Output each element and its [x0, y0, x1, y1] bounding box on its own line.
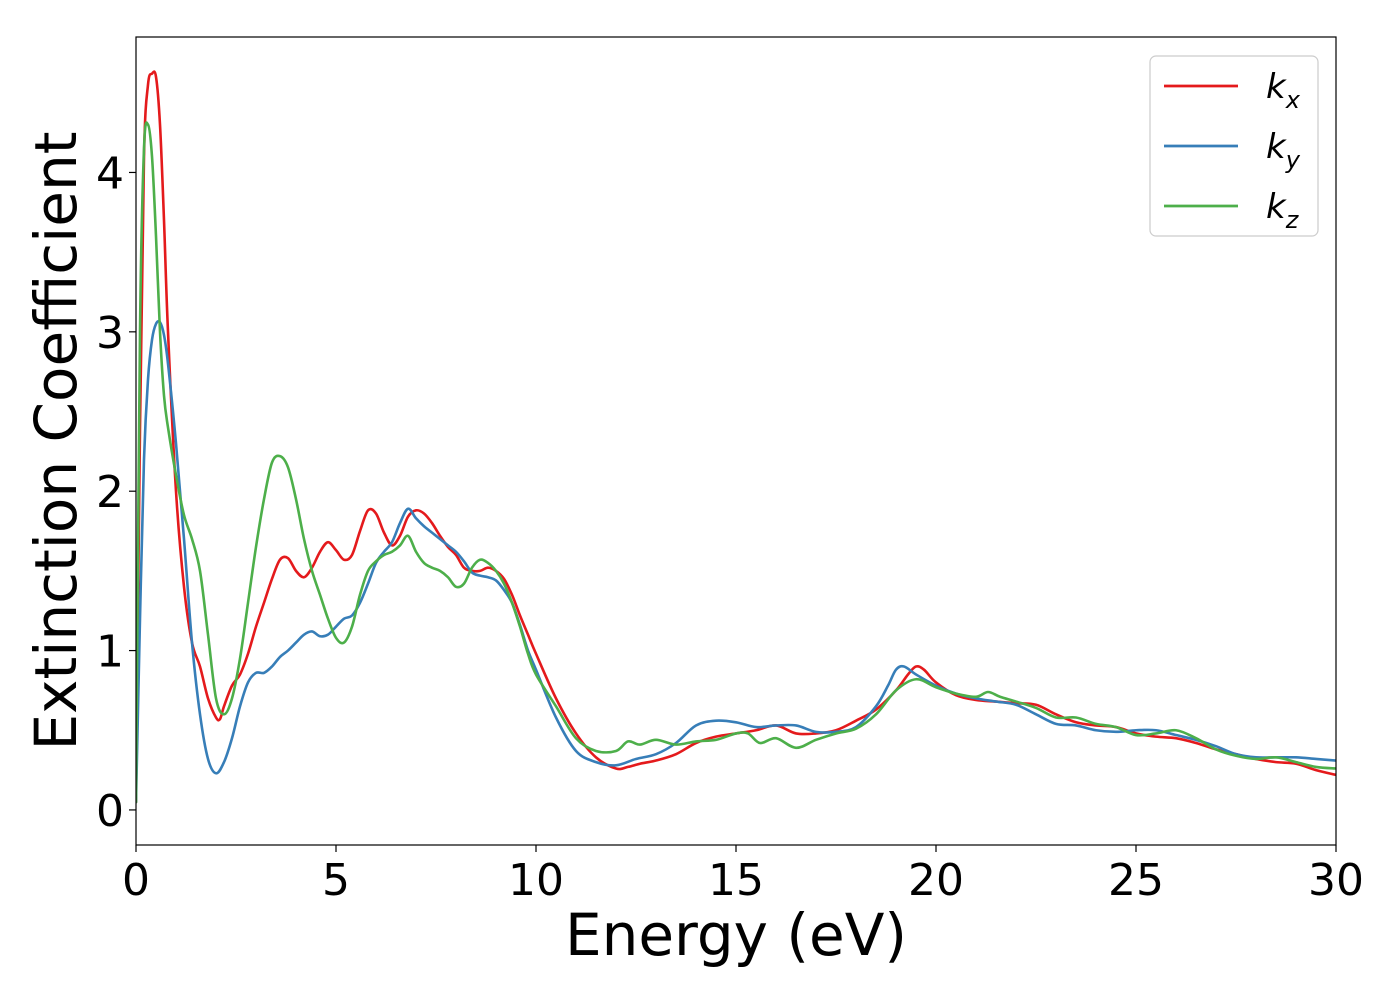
x-tick-label: 15 [708, 855, 764, 906]
plot-lines [136, 70, 1336, 804]
y-tick-label: 2 [96, 467, 124, 518]
x-tick-label: 10 [508, 855, 564, 906]
legend-label-x: kx [1266, 67, 1301, 114]
y-axis-title: Extinction Coefficient [22, 132, 90, 751]
y-axis-ticks: 0 1 2 3 4 [96, 148, 136, 837]
x-tick-label: 30 [1308, 855, 1364, 906]
x-tick-label: 0 [122, 855, 150, 906]
legend: kx ky kz [1149, 55, 1319, 237]
series-line-z [136, 121, 1336, 804]
x-tick-label: 5 [322, 855, 350, 906]
x-tick-label: 25 [1108, 855, 1164, 906]
x-axis-ticks: 0 5 10 15 20 25 30 [122, 845, 1364, 906]
y-tick-label: 3 [96, 308, 124, 359]
y-tick-label: 1 [96, 627, 124, 678]
x-axis-title: Energy (eV) [565, 901, 907, 969]
legend-label-y: ky [1266, 127, 1301, 174]
x-tick-label: 20 [908, 855, 964, 906]
legend-label-z: kz [1266, 187, 1300, 234]
y-tick-label: 0 [96, 786, 124, 837]
y-tick-label: 4 [96, 148, 124, 199]
series-line-y [136, 319, 1336, 804]
